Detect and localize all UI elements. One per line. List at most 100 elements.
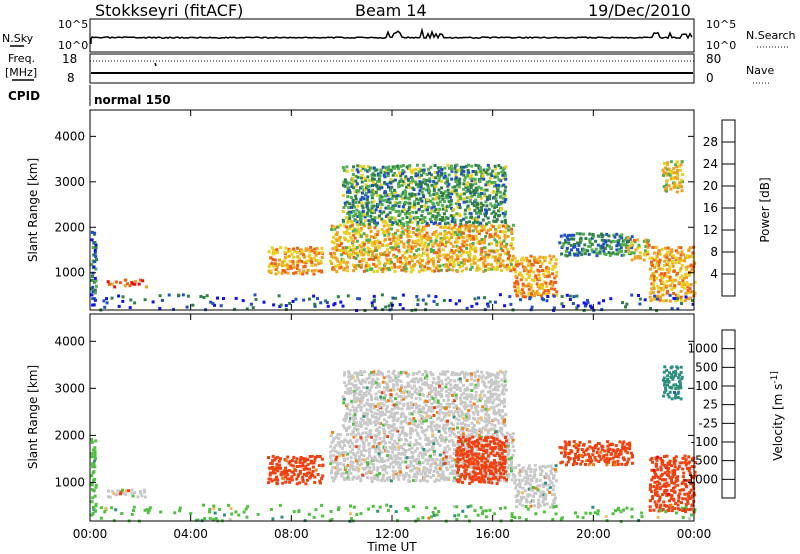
heatmap-cell — [314, 468, 318, 472]
heatmap-cell — [443, 206, 447, 210]
heatmap-cell — [357, 386, 361, 390]
heatmap-cell — [364, 264, 368, 268]
heatmap-cell — [389, 393, 393, 397]
heatmap-cell — [477, 215, 481, 219]
heatmap-cell — [468, 243, 472, 247]
heatmap-cell — [558, 445, 562, 449]
heatmap-cell — [343, 438, 347, 442]
heatmap-cell — [145, 285, 148, 289]
heatmap-cell — [385, 375, 389, 379]
heatmap-cell — [572, 295, 576, 299]
heatmap-cell — [433, 479, 437, 483]
heatmap-cell — [330, 254, 334, 258]
heatmap-cell — [349, 235, 353, 239]
heatmap-cell — [463, 258, 467, 262]
heatmap-cell — [540, 282, 544, 286]
heatmap-cell — [685, 276, 688, 280]
heatmap-cell — [458, 460, 462, 463]
heatmap-cell — [500, 445, 503, 449]
heatmap-cell — [494, 476, 498, 480]
heatmap-cell — [492, 398, 496, 402]
heatmap-cell — [342, 180, 346, 184]
heatmap-cell — [489, 465, 492, 469]
heatmap-cell — [336, 259, 340, 263]
heatmap-cell — [451, 371, 454, 375]
heatmap-cell — [91, 290, 95, 294]
heatmap-cell — [362, 197, 366, 201]
heatmap-cell — [391, 165, 395, 169]
heatmap-cell — [358, 463, 362, 467]
heatmap-cell — [456, 257, 460, 261]
heatmap-cell — [357, 444, 361, 448]
heatmap-cell — [487, 220, 491, 224]
heatmap-cell — [468, 229, 472, 233]
heatmap-cell — [344, 203, 347, 207]
heatmap-cell — [455, 417, 458, 421]
heatmap-cell — [502, 239, 506, 243]
heatmap-cell — [332, 437, 336, 441]
heatmap-cell — [466, 234, 470, 237]
heatmap-cell — [407, 243, 411, 247]
heatmap-cell — [580, 453, 584, 457]
heatmap-cell — [665, 268, 669, 272]
heatmap-cell — [462, 165, 466, 169]
heatmap-cell — [346, 403, 350, 406]
heatmap-cell — [652, 275, 656, 279]
heatmap-cell — [492, 411, 496, 415]
heatmap-cell — [425, 374, 429, 378]
heatmap-cell — [498, 236, 502, 240]
heatmap-cell — [376, 258, 380, 262]
heatmap-cell — [408, 464, 412, 468]
heatmap-cell — [402, 447, 405, 451]
heatmap-cell — [682, 253, 685, 257]
heatmap-cell — [532, 495, 536, 498]
heatmap-cell — [495, 175, 499, 179]
heatmap-cell — [653, 265, 657, 269]
heatmap-cell — [414, 438, 418, 442]
heatmap-cell — [567, 443, 571, 447]
heatmap-cell — [349, 456, 353, 460]
heatmap-cell — [460, 269, 464, 273]
heatmap-cell — [373, 477, 377, 481]
heatmap-cell — [481, 374, 485, 378]
heatmap-cell — [470, 445, 474, 449]
heatmap-cell — [425, 173, 429, 176]
heatmap-cell — [384, 423, 388, 427]
heatmap-cell — [402, 397, 406, 401]
heatmap-cell — [427, 294, 431, 298]
heatmap-cell — [673, 278, 677, 282]
heatmap-cell — [595, 254, 599, 258]
heatmap-cell — [437, 416, 441, 420]
heatmap-cell — [387, 399, 391, 403]
heatmap-cell — [536, 505, 540, 509]
heatmap-cell — [185, 305, 189, 309]
heatmap-cell — [497, 183, 500, 187]
heatmap-cell — [453, 220, 457, 224]
heatmap-cell — [470, 164, 474, 168]
heatmap-cell — [454, 202, 458, 206]
heatmap-cell — [508, 295, 512, 299]
heatmap-cell — [582, 450, 586, 454]
heatmap-cell — [94, 485, 98, 489]
heatmap-cell — [495, 411, 499, 415]
heatmap-cell — [373, 169, 377, 173]
heatmap-cell — [377, 452, 381, 456]
heatmap-cell — [117, 304, 121, 308]
heatmap-cell — [602, 454, 606, 458]
heatmap-cell — [468, 457, 472, 461]
heatmap-cell — [658, 273, 662, 277]
heatmap-cell — [447, 413, 451, 417]
heatmap-cell — [651, 246, 655, 249]
heatmap-cell — [489, 440, 493, 444]
heatmap-cell — [93, 249, 97, 252]
heatmap-cell — [465, 395, 469, 399]
heatmap-cell — [308, 455, 312, 458]
heatmap-cell — [480, 247, 484, 251]
heatmap-cell — [418, 257, 422, 261]
heatmap-cell — [459, 396, 462, 400]
heatmap-cell — [390, 227, 393, 231]
heatmap-cell — [361, 431, 365, 435]
heatmap-cell — [676, 169, 680, 172]
heatmap-cell — [332, 268, 336, 272]
heatmap-cell — [408, 406, 411, 410]
